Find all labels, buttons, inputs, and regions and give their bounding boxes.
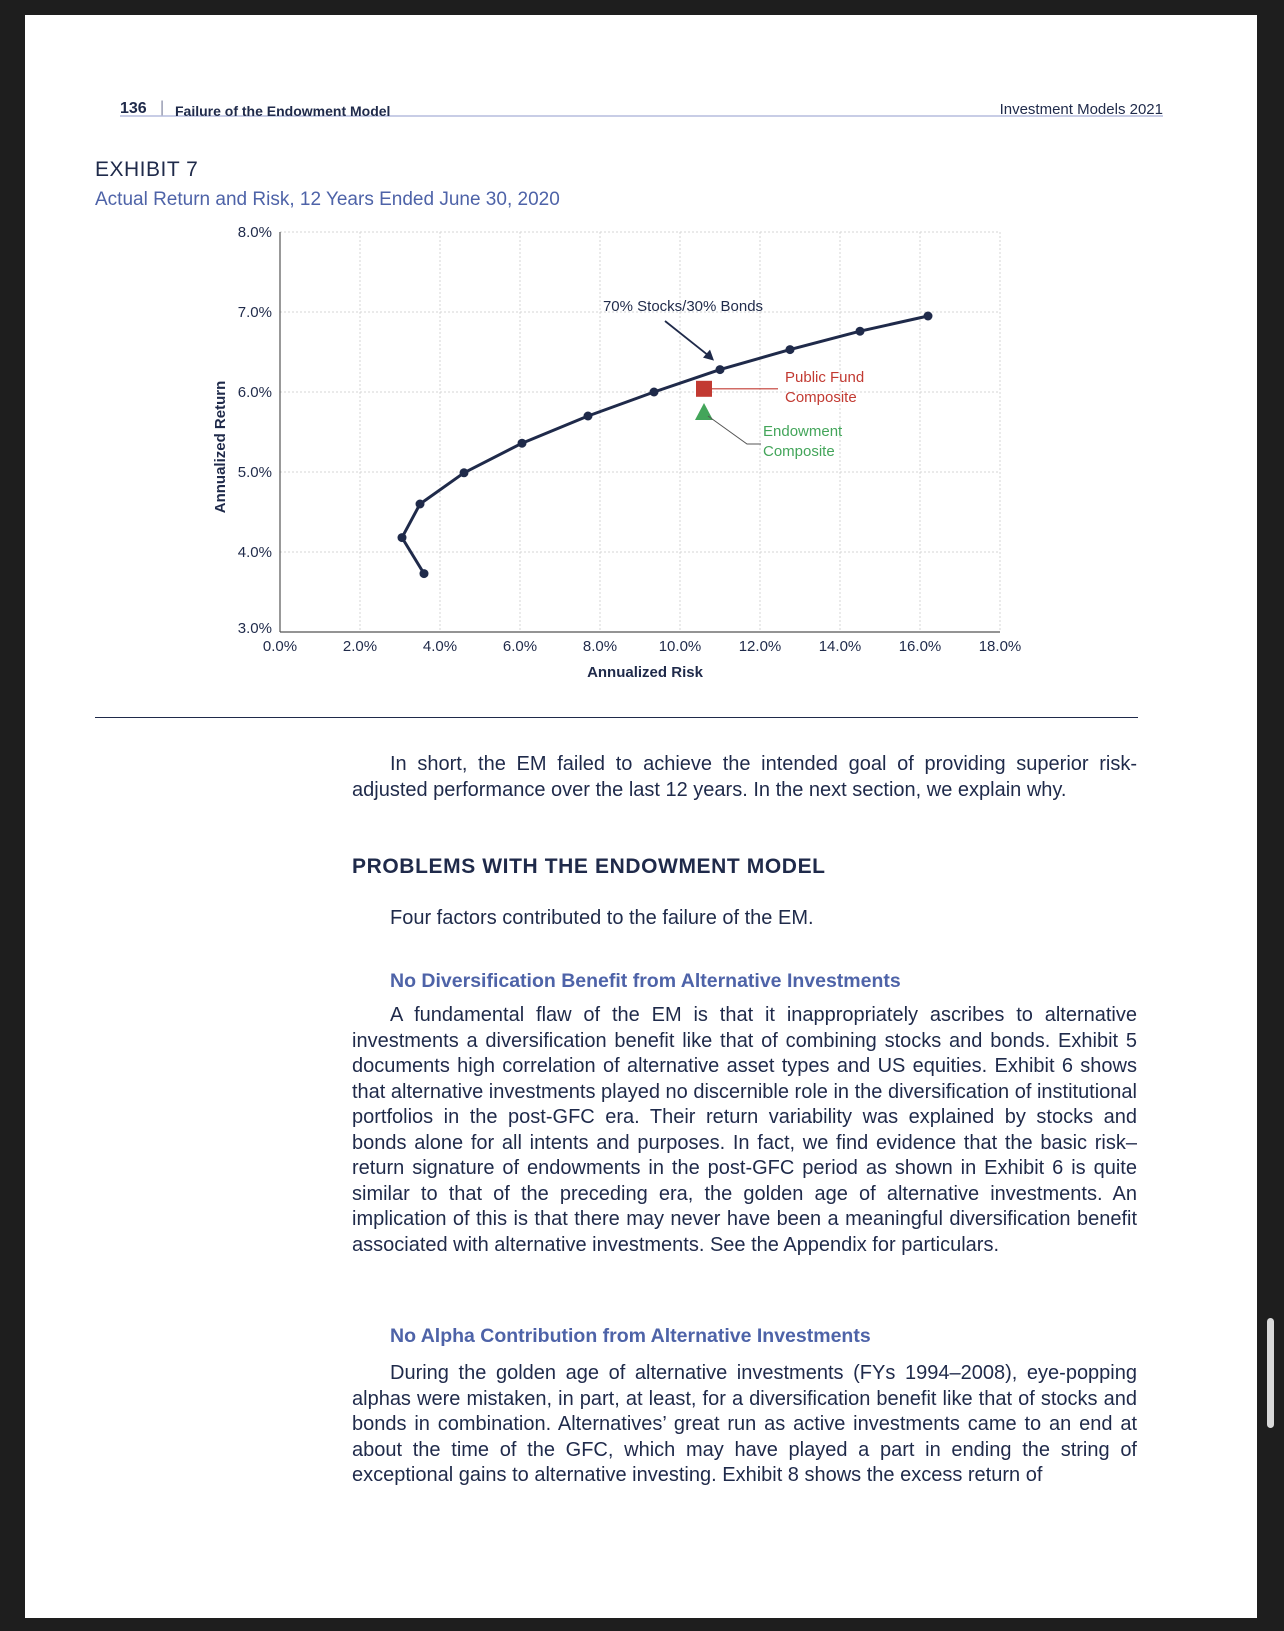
frontier-point bbox=[583, 411, 593, 421]
risk-return-chart: 0.0% 2.0% 4.0% 6.0% 8.0% 10.0% 12.0% 14.0% 16.0%… bbox=[212, 225, 1021, 681]
stocks-bonds-label: 70% Stocks/30% Bonds bbox=[603, 298, 763, 315]
frontier-point bbox=[785, 345, 795, 355]
y-tick-labels: 3.0% 4.0% 5.0% 6.0% 7.0% 8.0% bbox=[238, 225, 272, 637]
frontier-point bbox=[419, 569, 429, 579]
frontier-point bbox=[415, 499, 425, 509]
scrollbar-thumb[interactable] bbox=[1267, 1318, 1274, 1428]
y-tick-label: 8.0% bbox=[238, 225, 272, 241]
intro-text: In short, the EM failed to achieve the i… bbox=[352, 753, 1137, 801]
endowment-leader bbox=[707, 415, 761, 445]
paragraph-diversification-text: A fundamental flaw of the EM is that it … bbox=[352, 1004, 1137, 1256]
chart-annotations: 70% Stocks/30% Bonds Public Fund Composite… bbox=[603, 298, 864, 460]
frontier-point bbox=[397, 533, 407, 543]
x-tick-label: 0.0% bbox=[263, 638, 297, 655]
endowment-label-2: Composite bbox=[763, 443, 835, 460]
frontier-point bbox=[459, 468, 469, 478]
frontier-point bbox=[715, 365, 725, 375]
exhibit-divider bbox=[95, 717, 1138, 718]
x-tick-labels: 0.0% 2.0% 4.0% 6.0% 8.0% 10.0% 12.0% 14.0% 16.0%… bbox=[263, 638, 1021, 655]
x-tick-label: 10.0% bbox=[659, 638, 702, 655]
page-header: 136 | Failure of the Endowment Model Inv… bbox=[120, 85, 1163, 119]
frontier-line bbox=[400, 314, 929, 575]
document-page: 136 | Failure of the Endowment Model Inv… bbox=[25, 15, 1257, 1618]
y-axis-label: Annualized Return bbox=[212, 381, 229, 514]
public-fund-marker bbox=[696, 380, 712, 397]
intro-paragraph: In short, the EM failed to achieve the i… bbox=[352, 752, 1137, 803]
x-axis-label: Annualized Risk bbox=[587, 664, 704, 681]
subheading-diversification: No Diversification Benefit from Alternat… bbox=[390, 970, 901, 992]
x-tick-label: 4.0% bbox=[423, 638, 457, 655]
chart-axes bbox=[279, 232, 1000, 633]
x-tick-label: 18.0% bbox=[979, 638, 1022, 655]
paragraph-alpha: During the golden age of alternative inv… bbox=[352, 1361, 1137, 1489]
frontier-point bbox=[923, 311, 933, 321]
y-tick-label: 7.0% bbox=[238, 304, 272, 321]
x-tick-label: 2.0% bbox=[343, 638, 377, 655]
x-tick-label: 16.0% bbox=[899, 638, 942, 655]
x-tick-label: 12.0% bbox=[739, 638, 782, 655]
page-number: 136 bbox=[120, 100, 147, 117]
publication-title: Investment Models 2021 bbox=[999, 101, 1163, 118]
stocks-bonds-arrow-line bbox=[664, 320, 712, 359]
header-separator: | bbox=[160, 99, 165, 116]
paragraph-diversification: A fundamental flaw of the EM is that it … bbox=[352, 1003, 1137, 1258]
y-tick-label: 6.0% bbox=[238, 384, 272, 401]
public-fund-label-2: Composite bbox=[785, 389, 857, 406]
frontier-point bbox=[855, 326, 865, 336]
y-tick-label: 4.0% bbox=[238, 544, 272, 561]
paragraph-alpha-text: During the golden age of alternative inv… bbox=[352, 1362, 1137, 1486]
exhibit-title: Actual Return and Risk, 12 Years Ended J… bbox=[95, 189, 560, 210]
y-tick-label: 5.0% bbox=[238, 464, 272, 481]
section-intro: Four factors contributed to the failure … bbox=[390, 907, 814, 929]
y-tick-label: 3.0% bbox=[238, 620, 272, 637]
x-tick-label: 14.0% bbox=[819, 638, 862, 655]
frontier-point bbox=[517, 438, 527, 448]
exhibit-label: EXHIBIT 7 bbox=[95, 158, 199, 181]
endowment-label-1: Endowment bbox=[763, 423, 843, 440]
stocks-bonds-arrowhead bbox=[703, 349, 714, 361]
chart-grid bbox=[280, 231, 1001, 632]
frontier-series bbox=[397, 311, 933, 579]
section-title: Failure of the Endowment Model bbox=[175, 103, 391, 119]
x-tick-label: 6.0% bbox=[503, 638, 537, 655]
x-tick-label: 8.0% bbox=[583, 638, 617, 655]
section-heading: PROBLEMS WITH THE ENDOWMENT MODEL bbox=[352, 855, 826, 878]
subheading-alpha: No Alpha Contribution from Alternative I… bbox=[390, 1325, 871, 1347]
frontier-point bbox=[649, 387, 659, 397]
public-fund-label-1: Public Fund bbox=[785, 369, 864, 386]
